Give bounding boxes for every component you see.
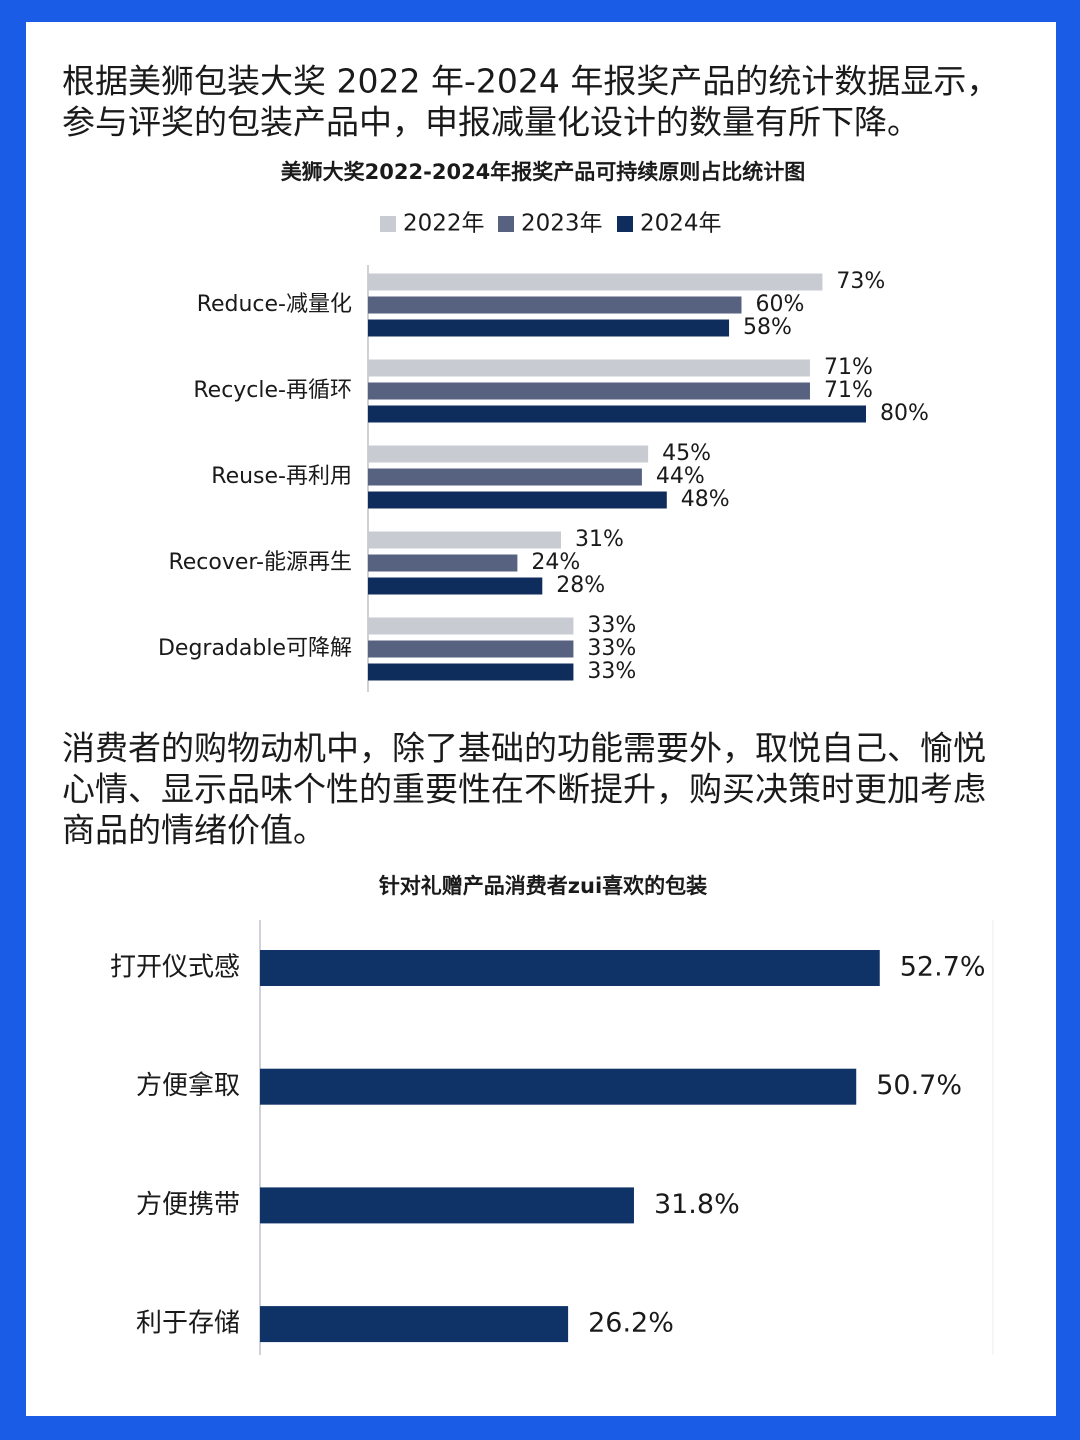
value-label: 31%	[575, 527, 624, 552]
bar	[368, 382, 810, 400]
bar	[368, 663, 574, 681]
legend-swatch	[617, 216, 633, 232]
card	[26, 22, 1056, 1416]
category-label: 方便拿取	[136, 1071, 240, 1101]
value-label: 58%	[743, 315, 792, 340]
legend-label: 2023年	[521, 211, 603, 237]
paragraph-line: 消费者的购物动机中，除了基础的功能需要外，取悦自己、愉悦	[62, 729, 986, 768]
bar	[368, 554, 518, 572]
value-label: 71%	[824, 378, 873, 403]
category-label: Recover-能源再生	[168, 550, 352, 575]
category-label: 利于存储	[136, 1309, 240, 1339]
value-label: 45%	[662, 441, 711, 466]
legend-label: 2024年	[640, 211, 722, 237]
bar	[368, 319, 730, 337]
bar	[260, 1187, 634, 1224]
value-label: 52.7%	[900, 952, 986, 983]
value-label: 24%	[531, 550, 580, 575]
category-label: Degradable可降解	[158, 636, 352, 661]
value-label: 28%	[556, 573, 605, 598]
value-label: 31.8%	[654, 1189, 740, 1220]
bar	[368, 445, 649, 463]
category-label: Reuse-再利用	[211, 464, 352, 489]
bar	[368, 468, 642, 486]
bar	[368, 359, 810, 377]
chart-title: 针对礼赠产品消费者zui喜欢的包装	[379, 874, 707, 898]
bar	[260, 1068, 857, 1105]
value-label: 33%	[587, 613, 636, 638]
bar	[368, 405, 866, 423]
legend-swatch	[498, 216, 514, 232]
category-label: Reduce-减量化	[197, 292, 352, 317]
bar	[260, 1306, 569, 1343]
value-label: 50.7%	[876, 1070, 962, 1101]
paragraph-line: 根据美狮包装大奖 2022 年-2024 年报奖产品的统计数据显示，	[62, 62, 999, 101]
bar	[368, 273, 823, 291]
bar	[368, 296, 742, 314]
category-label: 打开仪式感	[110, 953, 240, 983]
bar	[368, 617, 574, 635]
paragraph-line: 参与评奖的包装产品中，申报减量化设计的数量有所下降。	[62, 103, 920, 142]
bar	[368, 491, 667, 509]
legend-label: 2022年	[403, 211, 485, 237]
value-label: 33%	[587, 659, 636, 684]
chart-title: 美狮大奖2022-2024年报奖产品可持续原则占比统计图	[281, 160, 806, 184]
value-label: 48%	[681, 487, 730, 512]
category-label: Recycle-再循环	[193, 378, 352, 403]
value-label: 60%	[756, 292, 805, 317]
value-label: 80%	[880, 401, 929, 426]
value-label: 73%	[836, 269, 885, 294]
value-label: 71%	[824, 355, 873, 380]
legend-swatch	[380, 216, 396, 232]
category-label: 方便携带	[136, 1190, 240, 1220]
bar	[260, 950, 880, 986]
paragraph-line: 商品的情绪价值。	[62, 811, 326, 850]
bar	[368, 577, 543, 595]
paragraph-line: 心情、显示品味个性的重要性在不断提升，购买决策时更加考虑	[62, 770, 986, 809]
bar	[368, 531, 561, 549]
value-label: 44%	[656, 464, 705, 489]
bar	[368, 640, 574, 658]
value-label: 33%	[587, 636, 636, 661]
value-label: 26.2%	[588, 1308, 674, 1339]
